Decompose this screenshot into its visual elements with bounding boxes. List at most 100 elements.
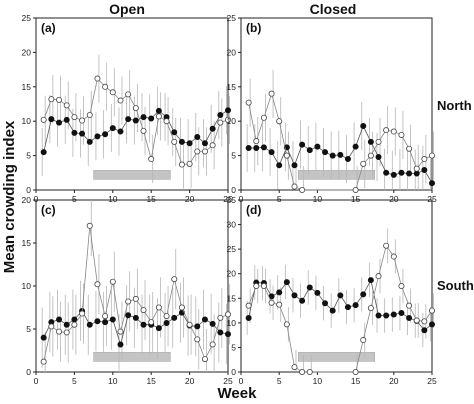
panel-b-open-point: [291, 183, 298, 190]
panel-a-open-point: [79, 117, 86, 124]
panel-c-open-point: [155, 304, 162, 311]
panel-b-filled-point: [406, 170, 413, 177]
panel-d-y-tick-label: 5: [231, 342, 236, 352]
panel-a-open-point: [178, 161, 185, 168]
panel-d-open-point: [283, 321, 290, 328]
panel-c-filled-point: [171, 314, 178, 321]
panel-d-filled-point: [344, 304, 351, 311]
panel-a-open-point: [125, 91, 132, 98]
panel-a-filled-point: [171, 129, 178, 136]
panel-c-x-tick-label: 10: [108, 376, 118, 386]
panel-b-y-tick-label: 15: [227, 82, 237, 92]
panel-a-filled-point: [94, 133, 101, 140]
panel-b-open-point: [406, 145, 413, 152]
panel-b-y-tick-label: 20: [227, 47, 237, 57]
panel-c-filled-point: [56, 316, 63, 323]
panel-a-open-point: [163, 118, 170, 125]
panel-c-y-tick-label: 15: [22, 238, 32, 248]
panel-a-y-tick-label: 5: [26, 151, 31, 161]
panel-b-open-point: [245, 99, 252, 106]
panel-a-x-tick-label: 5: [72, 194, 77, 204]
panel-c-open-point: [125, 298, 132, 305]
panel-c-filled-point: [40, 334, 47, 341]
panel-a-filled-point: [79, 130, 86, 137]
panel-b-filled-point: [314, 143, 321, 150]
panel-c-filled-point: [224, 331, 231, 338]
panel-c-label: (c): [41, 203, 56, 217]
panel-a-filled-point: [217, 112, 224, 119]
panel-a-filled-point: [132, 117, 139, 124]
panel-b-filled-point: [260, 144, 267, 151]
panel-c-filled-point: [209, 320, 216, 327]
panel-d-filled-point: [329, 307, 336, 314]
panel-d-y-tick-label: 0: [231, 367, 236, 377]
panel-a-y-tick-label: 10: [22, 116, 32, 126]
panel-c-open-point: [48, 323, 55, 330]
panel-b-filled-point: [352, 143, 359, 150]
panel-c-x-tick-label: 0: [34, 376, 39, 386]
panel-b-filled-point: [398, 169, 405, 176]
panel-b-filled-point: [291, 162, 298, 169]
panel-a-shaded-period: [93, 170, 171, 180]
panel-b-x-tick-label: 15: [351, 194, 361, 204]
panel-a-filled-point: [194, 134, 201, 141]
panel-d-filled-point: [375, 312, 382, 319]
panel-c-open-point: [178, 304, 185, 311]
panel-a-filled-point: [40, 149, 47, 156]
panel-b-x-tick-label: 0: [239, 194, 244, 204]
panel-b-open-point: [375, 138, 382, 145]
panel-d-filled-point: [245, 314, 252, 321]
panel-a-y-tick-label: 0: [26, 185, 31, 195]
panel-a-open-point: [155, 113, 162, 120]
panel-d-open-point: [352, 368, 359, 375]
panel-b-filled-point: [360, 123, 367, 130]
panel-a-open-point: [194, 148, 201, 155]
panel-a-label: (a): [41, 21, 56, 35]
panel-a-filled-point: [71, 129, 78, 136]
panel-a-open-point: [109, 89, 116, 96]
panel-a-open-point: [63, 102, 70, 109]
panel-d-x-tick-label: 0: [239, 376, 244, 386]
panel-d-filled-point: [367, 277, 374, 284]
panel-b-filled-point: [322, 149, 329, 156]
panel-a-filled-point: [117, 128, 124, 135]
panel-d-x-tick-label: 15: [351, 376, 361, 386]
panel-d-y-tick-label: 25: [227, 244, 237, 254]
panel-c-open-point: [109, 278, 116, 285]
panel-d-open-point: [360, 337, 367, 344]
panel-b-filled-point: [428, 180, 435, 187]
panel-d-open-point: [276, 301, 283, 308]
panel-b-open-point: [268, 90, 275, 97]
panel-c-open-point: [186, 321, 193, 328]
panel-d-filled-point: [421, 327, 428, 334]
panel-c-open-point: [201, 356, 208, 363]
panel-b-open-point: [260, 114, 267, 121]
panel-d-y-tick-label: 35: [227, 195, 237, 205]
panel-a-filled-point: [148, 115, 155, 122]
panel-d-y-tick-label: 20: [227, 269, 237, 279]
panel-b-filled-point: [344, 156, 351, 163]
panel-b-open-point: [390, 128, 397, 135]
panel-d-open-point: [268, 299, 275, 306]
panel-a-open-point: [56, 96, 63, 103]
panel-b-open-point: [428, 152, 435, 159]
panel-d-open-point: [367, 305, 374, 312]
row-title-south: South: [437, 278, 474, 293]
panel-c-y-tick-label: 10: [22, 281, 32, 291]
panel-a-filled-point: [102, 131, 109, 138]
panel-d-filled-point: [276, 289, 283, 296]
panel-c-filled-point: [86, 321, 93, 328]
panel-d-x-tick-label: 10: [313, 376, 323, 386]
panel-d-open-point: [383, 242, 390, 249]
panel-d-filled-point: [398, 310, 405, 317]
panel-a-filled-point: [140, 114, 147, 121]
panel-a-open-point: [71, 114, 78, 121]
panel-b-open-point: [253, 138, 260, 145]
panel-c-filled-point: [163, 319, 170, 326]
panel-d-open-point: [421, 318, 428, 325]
panel-a-open-point: [140, 127, 147, 134]
panel-c-x-tick-label: 20: [185, 376, 195, 386]
row-title-north: North: [437, 98, 472, 113]
panel-b-y-tick-label: 5: [231, 151, 236, 161]
